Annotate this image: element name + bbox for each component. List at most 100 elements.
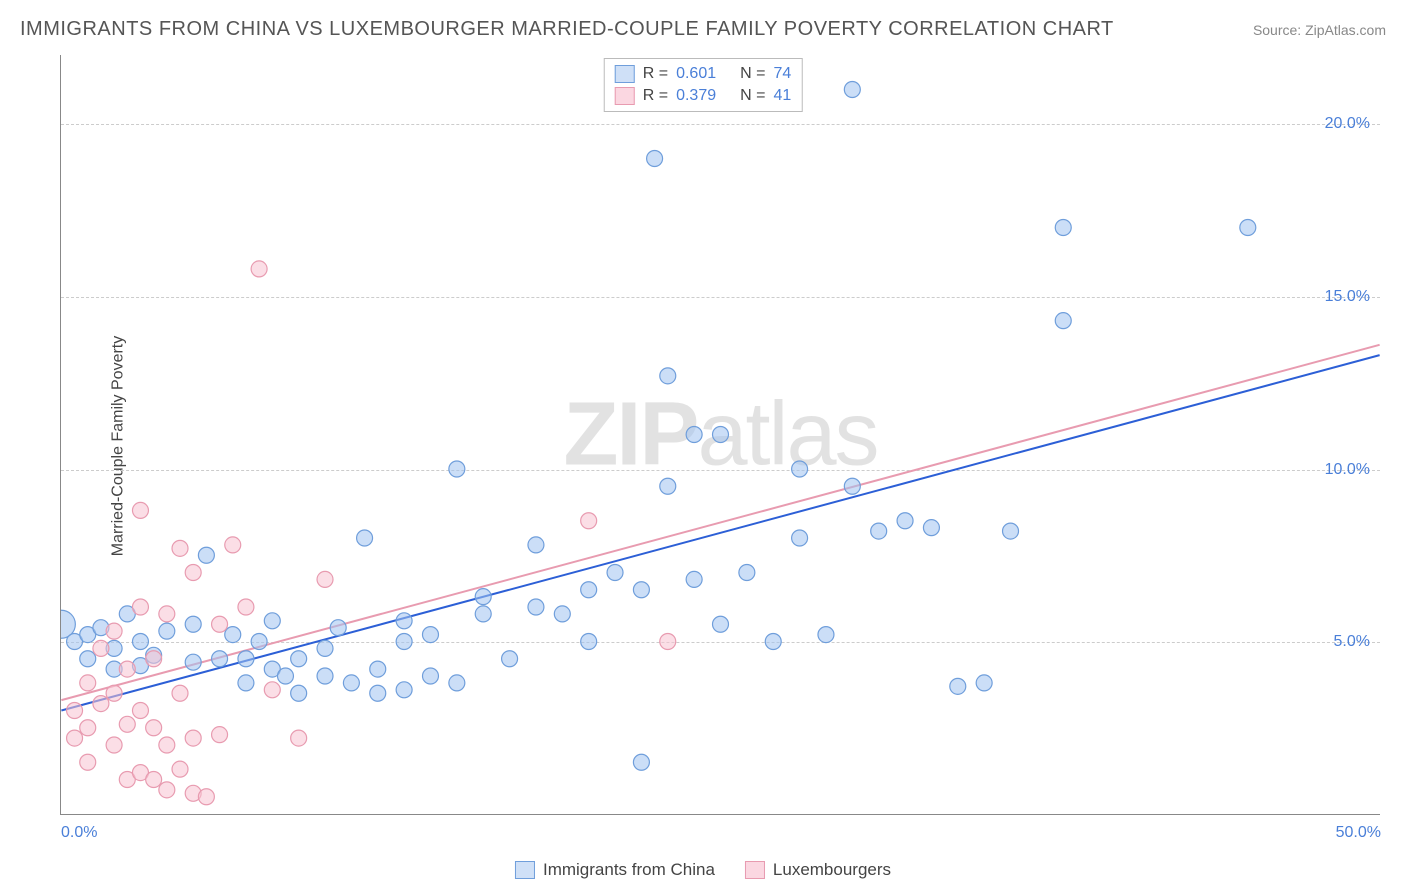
data-point-china [581, 582, 597, 598]
legend-row-china: R = 0.601 N = 74 [615, 63, 792, 85]
data-point-china [844, 82, 860, 98]
legend-item-china: Immigrants from China [515, 860, 715, 880]
data-point-china [950, 678, 966, 694]
data-point-china [185, 654, 201, 670]
data-point-luxembourg [251, 261, 267, 277]
legend-label: Luxembourgers [773, 860, 891, 880]
data-point-china [291, 685, 307, 701]
data-point-china [528, 537, 544, 553]
data-point-china [633, 754, 649, 770]
data-point-china [238, 651, 254, 667]
data-point-luxembourg [264, 682, 280, 698]
data-point-china [792, 461, 808, 477]
data-point-china [686, 427, 702, 443]
data-point-china [633, 582, 649, 598]
data-point-luxembourg [106, 623, 122, 639]
data-point-china [844, 478, 860, 494]
data-point-luxembourg [119, 716, 135, 732]
swatch-icon [615, 65, 635, 83]
chart-title: IMMIGRANTS FROM CHINA VS LUXEMBOURGER MA… [20, 18, 1114, 41]
data-point-china [554, 606, 570, 622]
data-point-luxembourg [185, 565, 201, 581]
data-point-luxembourg [132, 703, 148, 719]
data-point-luxembourg [119, 661, 135, 677]
data-point-china [422, 627, 438, 643]
data-point-luxembourg [198, 789, 214, 805]
data-point-luxembourg [159, 606, 175, 622]
data-point-luxembourg [291, 730, 307, 746]
data-point-china [80, 651, 96, 667]
legend-item-luxembourg: Luxembourgers [745, 860, 891, 880]
data-point-china [475, 589, 491, 605]
data-point-luxembourg [317, 571, 333, 587]
scatter-svg [61, 55, 1380, 814]
data-point-china [317, 640, 333, 656]
data-point-china [607, 565, 623, 581]
data-point-china [502, 651, 518, 667]
data-point-china [765, 634, 781, 650]
data-point-luxembourg [132, 599, 148, 615]
data-point-china [792, 530, 808, 546]
plot-area: ZIPatlas 5.0%10.0%15.0%20.0%0.0%50.0% [60, 55, 1380, 815]
data-point-luxembourg [67, 703, 83, 719]
data-point-china [647, 151, 663, 167]
data-point-luxembourg [660, 634, 676, 650]
n-label: N = [740, 65, 765, 83]
legend-row-luxembourg: R = 0.379 N = 41 [615, 85, 792, 107]
data-point-china [291, 651, 307, 667]
data-point-china [370, 685, 386, 701]
data-point-china [132, 634, 148, 650]
data-point-china [660, 368, 676, 384]
data-point-china [449, 675, 465, 691]
data-point-china [317, 668, 333, 684]
data-point-luxembourg [159, 782, 175, 798]
data-point-china [897, 513, 913, 529]
data-point-china [1240, 220, 1256, 236]
data-point-china [370, 661, 386, 677]
r-label: R = [643, 87, 668, 105]
r-value: 0.601 [676, 65, 716, 83]
data-point-luxembourg [146, 720, 162, 736]
data-point-china [251, 634, 267, 650]
data-point-china [871, 523, 887, 539]
data-point-luxembourg [172, 540, 188, 556]
data-point-luxembourg [132, 502, 148, 518]
data-point-china [396, 682, 412, 698]
data-point-luxembourg [80, 720, 96, 736]
data-point-china [159, 623, 175, 639]
n-value: 74 [773, 65, 791, 83]
data-point-china [923, 520, 939, 536]
data-point-china [713, 616, 729, 632]
n-value: 41 [773, 87, 791, 105]
data-point-china [264, 613, 280, 629]
data-point-china [1003, 523, 1019, 539]
data-point-luxembourg [80, 675, 96, 691]
data-point-china [475, 606, 491, 622]
data-point-luxembourg [146, 651, 162, 667]
data-point-luxembourg [146, 772, 162, 788]
data-point-china [357, 530, 373, 546]
source-prefix: Source: [1253, 22, 1301, 38]
data-point-luxembourg [212, 616, 228, 632]
data-point-luxembourg [106, 685, 122, 701]
data-point-china [185, 616, 201, 632]
data-point-luxembourg [238, 599, 254, 615]
x-tick-label: 0.0% [61, 824, 97, 842]
data-point-luxembourg [106, 737, 122, 753]
data-point-china [739, 565, 755, 581]
data-point-china [713, 427, 729, 443]
correlation-legend: R = 0.601 N = 74 R = 0.379 N = 41 [604, 58, 803, 112]
r-label: R = [643, 65, 668, 83]
data-point-luxembourg [581, 513, 597, 529]
trend-line-china [61, 355, 1379, 710]
data-point-luxembourg [185, 730, 201, 746]
r-value: 0.379 [676, 87, 716, 105]
data-point-china [1055, 220, 1071, 236]
data-point-china [225, 627, 241, 643]
data-point-china [818, 627, 834, 643]
data-point-luxembourg [225, 537, 241, 553]
data-point-luxembourg [67, 730, 83, 746]
data-point-china [976, 675, 992, 691]
data-point-china [1055, 313, 1071, 329]
data-point-china [422, 668, 438, 684]
